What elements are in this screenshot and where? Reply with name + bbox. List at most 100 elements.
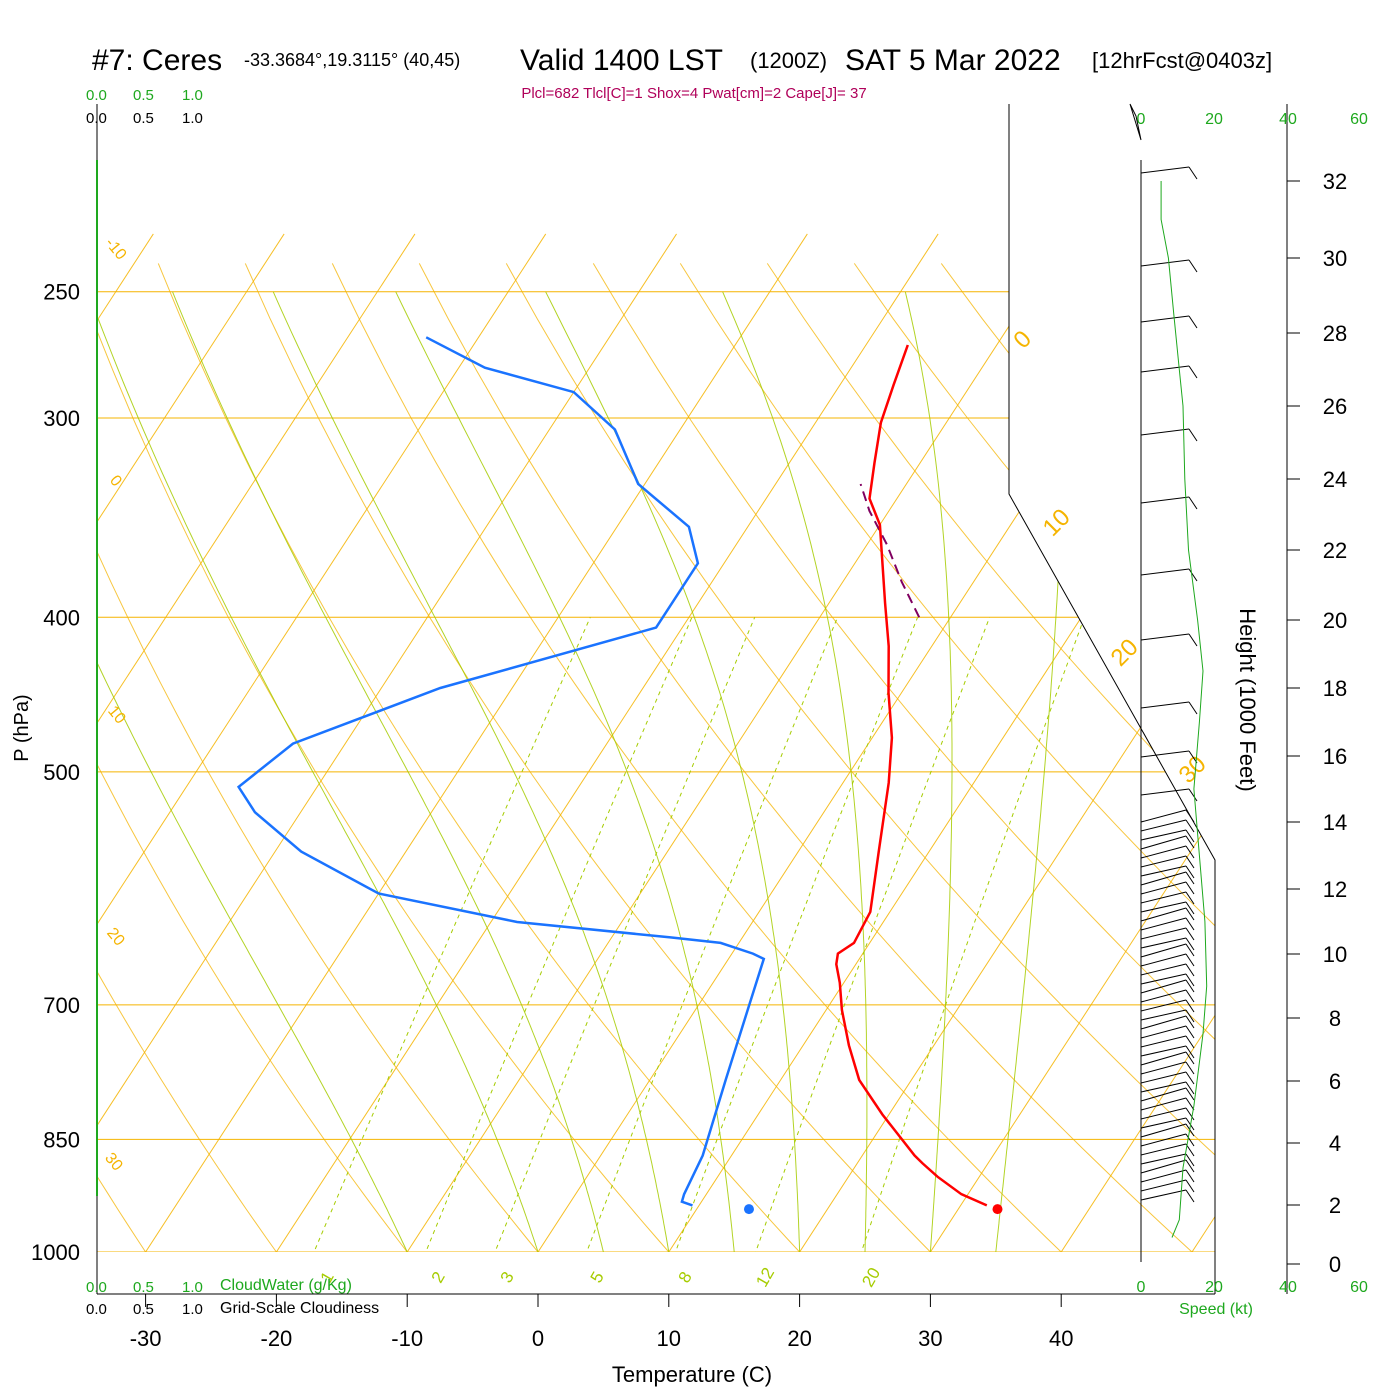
wind-barb [1140,701,1190,709]
wind-speed-scale-top: 0 20 40 60 [1137,111,1368,128]
wind-barb-flag [1188,788,1198,802]
wind-barb-flag [1185,1117,1195,1131]
wind-barb [1140,365,1190,373]
wind-barb-flag [1185,937,1195,951]
wind-barb-flag [1185,917,1195,931]
x-tick-label: 40 [1049,1326,1073,1351]
wind-barb [1140,428,1190,436]
wind-barb [1140,989,1187,1003]
moist-adiabat-line [395,291,735,1252]
dry-adiabat-line [97,263,584,1252]
indices-text: Plcl=682 Tlcl[C]=1 Shox=4 Pwat[cm]=2 Cap… [521,85,866,102]
wind-barb [1140,881,1187,895]
wind-barb-flag [1185,963,1195,977]
isotherm-line [97,233,547,1252]
cloud-scale-bottom-green: 0.0 0.5 1.0 CloudWater (g/Kg) [86,1277,352,1296]
wind-barb [1140,943,1187,958]
wind-barb-flag [1185,1081,1195,1095]
wind-barb-flag [1185,1061,1195,1075]
wind-barb-flag [1185,1179,1195,1193]
dry-adiabat-line [97,263,717,1252]
surface-temperature-point [992,1204,1003,1215]
cloud-scale-top-green: 0.0 0.5 1.0 [86,87,203,104]
wind-barb [1140,750,1190,758]
moist-adiabat-line [904,291,953,1252]
wind-barb-flag [1185,1097,1195,1111]
wind-barb [1140,788,1190,796]
mixing-ratio-label: 5 [587,1268,608,1286]
wind-barb-flag [1188,633,1198,647]
wind-barb-flag [1188,166,1198,180]
wind-barb [1140,1133,1187,1147]
wind-barb [1140,1061,1187,1075]
chart-title-zulu: (1200Z) [750,48,827,73]
wind-barb [1140,829,1187,841]
dry-adiabat-line [0,263,48,1305]
wind-barb [1140,845,1187,859]
moist-adiabat-lines [97,291,1066,1252]
dry-adiabat-line [97,263,316,1252]
speed-tick-label: 20 [1205,1279,1223,1296]
chart-title-station: #7: Ceres [92,44,222,77]
isotherm-label: 10 [1038,504,1076,542]
wind-barb-flag [1188,315,1198,329]
wind-barb [1140,891,1187,904]
wind-barb [1140,166,1190,174]
mixing-ratio-line [481,617,756,1252]
height-tick-label: 6 [1329,1069,1341,1094]
dry-adiabat-line [1201,263,1215,1252]
wind-barb-flag [1185,1035,1195,1049]
wind-barb-flag [1185,927,1195,941]
wind-barb [1140,999,1187,1012]
wind-barb [1140,907,1187,922]
wind-barb-flag [1185,953,1195,967]
cloud-scale-label: 0.5 [133,87,154,104]
height-tick-label: 22 [1323,538,1347,563]
cloud-scale-label: 1.0 [182,1279,203,1296]
wind-barb [1140,1169,1187,1183]
wind-barb-flag [1185,809,1195,823]
height-tick-label: 14 [1323,810,1347,835]
x-axis-label: Temperature (C) [612,1362,772,1387]
wind-barb-flag [1185,907,1195,921]
wind-panel-top-mark [1129,103,1142,141]
wind-barb-flag [1185,845,1195,859]
wind-barb-flag [1185,973,1195,987]
wind-barb-flag [1185,1025,1195,1039]
wind-speed-scale-bottom: 0 20 40 60 Speed (kt) [1137,1279,1368,1318]
wind-barb-flag [1185,865,1195,879]
dry-adiabat-line [244,263,985,1252]
wind-barb-flag [1185,943,1195,957]
wind-barb-flag [1185,871,1195,885]
temperature-axis: -30 -20 -10 0 10 20 30 40 [130,1294,1073,1351]
x-tick-label: -10 [391,1326,423,1351]
cloud-scale-label: 0.0 [86,1279,107,1296]
wind-barb-flag [1185,979,1195,993]
wind-barb [1140,1045,1187,1057]
wind-barb [1140,835,1187,850]
speed-tick-label: 60 [1350,111,1368,128]
wind-barb-flag [1185,835,1195,849]
wind-barb [1140,973,1187,985]
mixing-ratio-label: 20 [858,1264,884,1290]
dry-adiabat-line [1289,263,1400,1305]
wind-barb-flag [1188,750,1198,764]
wind-barb-flag [1185,999,1195,1013]
isotherm-line [0,234,23,1318]
wind-barb-flag [1185,881,1195,895]
wind-barb [1140,1189,1187,1201]
isotherm-line [97,233,677,1252]
chart-title-forecast: [12hrFcst@0403z] [1092,48,1272,73]
dry-adiabat-line [1376,263,1400,1305]
plot-frame-right [1008,104,1216,1294]
height-tick-label: 30 [1323,246,1347,271]
wind-barb [1140,937,1187,949]
dry-adiabat-line [418,263,1215,1252]
height-axis-label: Height (1000 Feet) [1235,608,1260,791]
wind-barb-flag [1185,1015,1195,1029]
wind-barb [1140,633,1190,641]
dewpoint-line [236,336,766,1207]
cloudwater-label: CloudWater (g/Kg) [220,1277,352,1294]
wind-barb [1140,901,1187,913]
